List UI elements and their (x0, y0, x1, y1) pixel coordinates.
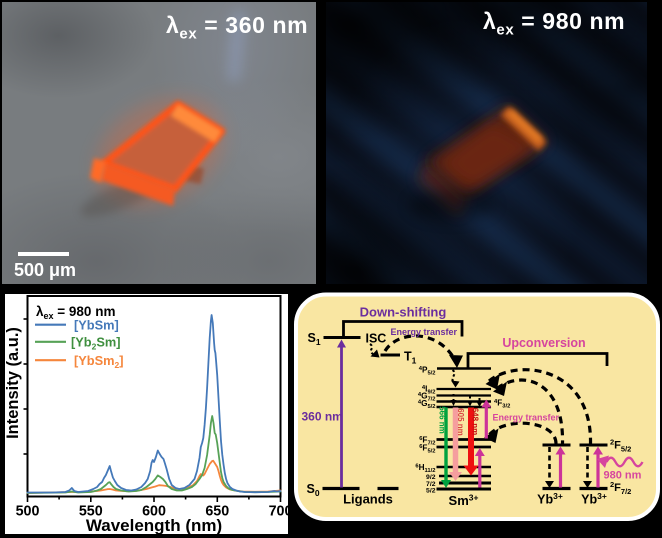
svg-text:650: 650 (205, 504, 229, 520)
svg-text:2F5/2: 2F5/2 (610, 438, 631, 454)
svg-text:648 nm: 648 nm (470, 408, 479, 436)
svg-text:[YbSm]: [YbSm] (74, 318, 119, 333)
svg-text:550: 550 (79, 504, 103, 520)
svg-text:Upconversion: Upconversion (502, 336, 585, 350)
svg-text:6H11/2: 6H11/2 (415, 463, 435, 474)
svg-text:[YbSm2]: [YbSm2] (74, 353, 124, 370)
svg-text:4P5/2: 4P5/2 (419, 366, 436, 377)
svg-text:4G5/2: 4G5/2 (418, 399, 436, 410)
svg-text:980 nm: 980 nm (604, 470, 642, 482)
svg-text:Ligands: Ligands (343, 492, 393, 507)
svg-text:7/2: 7/2 (426, 481, 436, 488)
svg-text:[Yb2Sm]: [Yb2Sm] (71, 335, 121, 352)
svg-text:700: 700 (269, 504, 288, 520)
svg-text:605 nm: 605 nm (456, 408, 465, 436)
svg-text:2F7/2: 2F7/2 (610, 480, 631, 496)
svg-text:Wavelength (nm): Wavelength (nm) (86, 516, 222, 534)
svg-text:500: 500 (16, 504, 40, 520)
svg-text:6F5/2: 6F5/2 (419, 444, 435, 455)
svg-text:ISC: ISC (366, 332, 387, 346)
svg-text:6F7/2: 6F7/2 (419, 436, 435, 447)
svg-text:Energy transfer: Energy transfer (391, 327, 458, 337)
svg-text:Down-shifting: Down-shifting (360, 305, 447, 320)
svg-text:4I9/2: 4I9/2 (422, 385, 436, 396)
svg-text:566 nm: 566 nm (438, 406, 447, 434)
svg-text:600: 600 (142, 504, 166, 520)
svg-text:9/2: 9/2 (426, 474, 436, 481)
svg-text:4F3/2: 4F3/2 (494, 399, 510, 410)
svg-text:Energy transfer: Energy transfer (493, 413, 560, 423)
svg-text:Intensity (a.u.): Intensity (a.u.) (5, 327, 22, 439)
svg-text:λex = 980 nm: λex = 980 nm (36, 304, 115, 321)
svg-text:5/2: 5/2 (426, 488, 436, 495)
svg-text:4G7/2: 4G7/2 (418, 392, 436, 403)
svg-text:360 nm: 360 nm (302, 410, 343, 424)
